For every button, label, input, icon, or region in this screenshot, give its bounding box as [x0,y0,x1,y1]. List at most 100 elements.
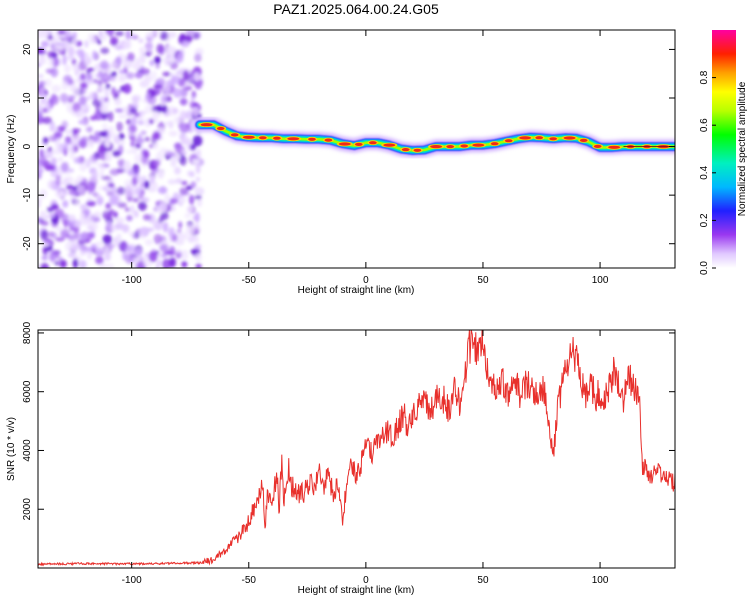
y-tick-label: 4000 [22,439,33,462]
noise-blob [39,189,48,199]
noise-blob [104,251,111,261]
noise-blob [68,214,76,221]
noise-blob [113,135,121,145]
noise-blob [155,224,162,231]
noise-blob [62,200,69,208]
noise-blob [103,213,114,219]
noise-blob [74,199,79,207]
noise-blob [130,146,138,155]
noise-blob [79,82,88,90]
noise-blob [111,75,117,82]
x-tick-label: 50 [477,275,489,286]
ridge-peak-core [338,142,351,146]
noise-blob [144,104,153,114]
noise-blob [145,41,154,53]
noise-blob [114,108,124,113]
noise-blob [113,211,118,219]
noise-blob [159,147,168,153]
noise-blob [115,217,125,224]
noise-blob [194,244,202,249]
ridge-peak-core [383,143,396,147]
noise-blob [160,31,169,41]
noise-blob [64,140,69,151]
noise-blob [180,151,188,156]
spectrogram-y-ticks: -20 -10 0 10 20 [22,43,675,251]
noise-blob [104,263,115,268]
noise-blob [78,95,87,106]
noise-blob [147,187,157,193]
noise-blob [83,56,92,66]
noise-blob [89,154,98,163]
noise-blob [74,229,79,240]
snr-x-ticks: -100 -50 0 50 100 [122,330,609,586]
noise-blob [132,60,142,71]
ridge-peak-core [593,144,602,148]
noise-blob [125,149,132,154]
noise-blob [97,84,104,94]
noise-blob [86,79,94,85]
noise-blob [116,233,122,244]
noise-blob [92,222,98,230]
noise-blob [80,52,85,64]
noise-blob [85,126,93,133]
noise-blob [109,61,119,69]
noise-blob [118,240,128,251]
noise-blob [152,111,161,118]
noise-blob [139,53,146,63]
ridge-peak-core [401,148,410,152]
noise-blob [55,226,64,232]
noise-blob [140,189,145,196]
noise-blob [140,234,146,239]
noise-blob [134,143,142,149]
colorbar-tick-label: 0.6 [699,118,710,132]
noise-blob [49,253,55,262]
noise-blob [117,114,128,119]
noise-blob [178,123,186,133]
noise-blob [123,160,131,172]
noise-blob [92,50,97,60]
noise-blob [140,197,150,203]
noise-blob [59,259,67,268]
noise-blob [124,186,134,198]
noise-blob [105,83,111,89]
noise-blob [42,108,48,113]
noise-blob [190,249,198,254]
noise-blob [195,252,203,262]
noise-blob [85,96,91,101]
noise-blob [137,120,144,126]
noise-blob [153,84,163,89]
noise-blob [193,72,200,82]
ridge-peak-core [273,136,281,140]
noise-blob [195,80,201,90]
noise-blob [168,227,175,238]
noise-blob [134,71,143,79]
noise-blob [42,116,52,124]
noise-blob [161,104,168,114]
noise-blob [79,204,87,210]
noise-blob [38,30,43,40]
y-tick-label: 8000 [22,321,33,344]
noise-blob [84,40,89,48]
noise-blob [38,197,42,204]
noise-blob [148,251,158,263]
noise-blob [96,161,102,169]
noise-blob [135,137,145,144]
ridge-peak-core [324,138,333,142]
ridge-peak-core [446,145,455,149]
noise-blob [89,138,94,149]
ridge-peak-core [579,138,588,142]
noise-blob [59,93,69,103]
noise-blob [52,149,57,155]
noise-blob [86,181,96,192]
noise-blob [138,38,144,43]
noise-blob [168,120,174,129]
noise-blob [134,112,140,117]
noise-blob [126,52,135,63]
noise-blob [55,146,61,156]
noise-blob [58,190,66,198]
noise-blob [40,220,49,227]
noise-blob [128,231,135,237]
noise-blob [130,140,135,148]
noise-blob [44,163,54,171]
ridge-peak-core [430,145,443,149]
